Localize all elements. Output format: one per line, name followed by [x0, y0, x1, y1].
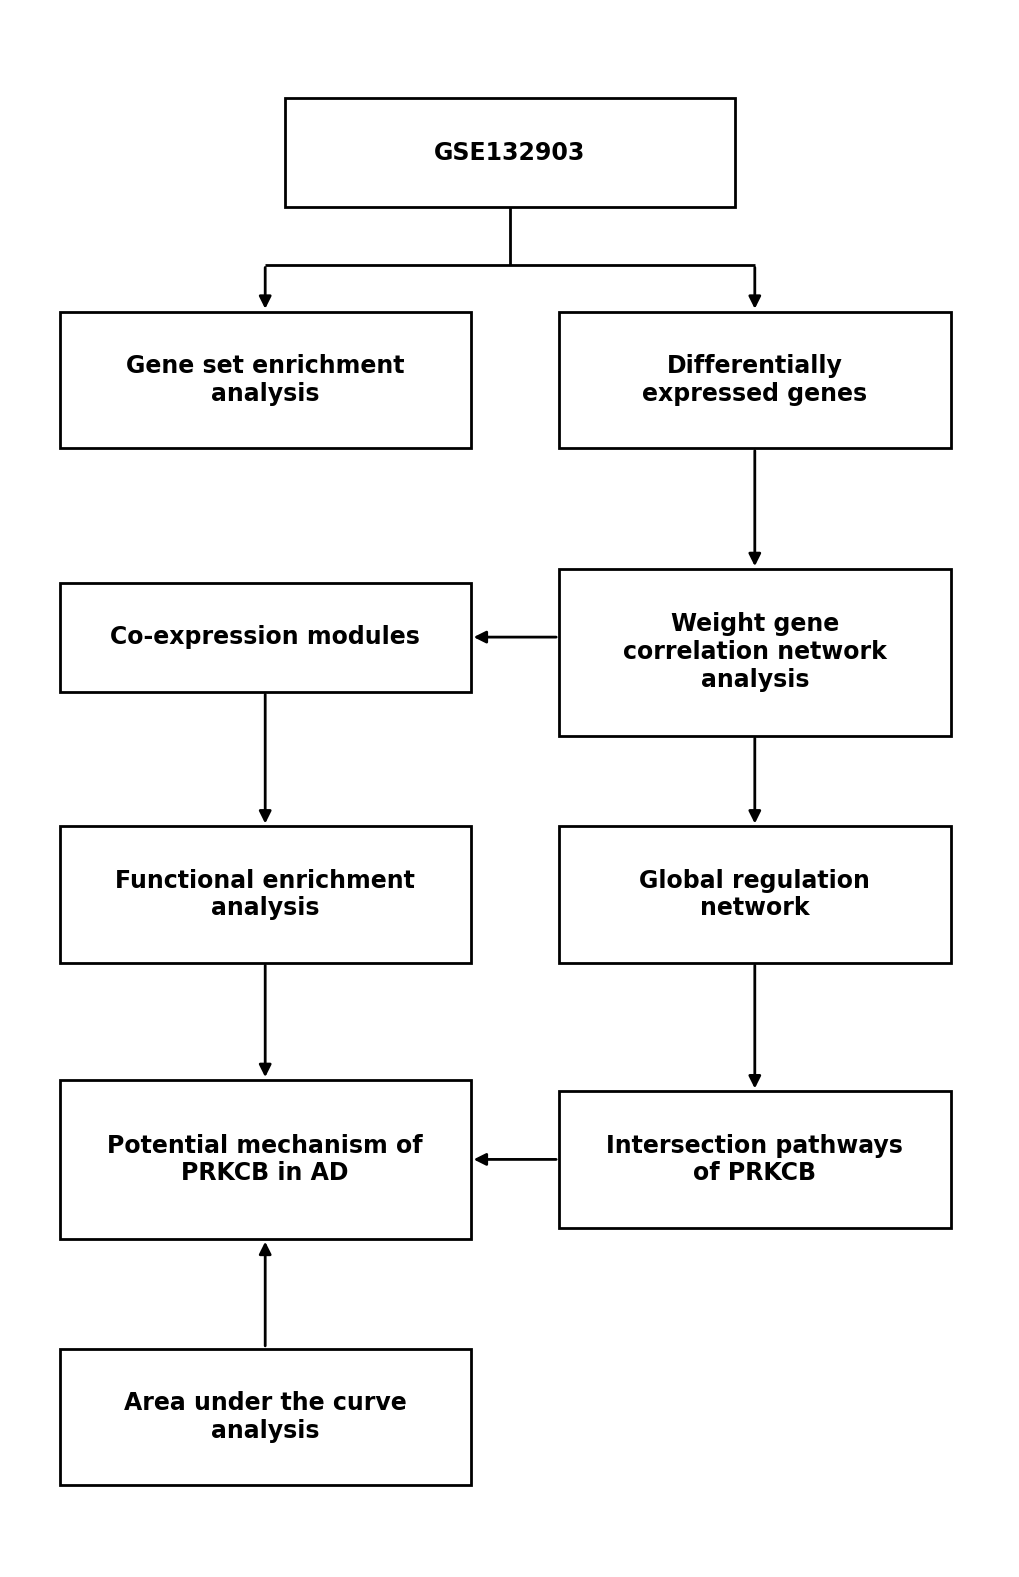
Text: Global regulation
network: Global regulation network [639, 869, 869, 921]
Text: Differentially
expressed genes: Differentially expressed genes [642, 353, 866, 405]
Bar [59, 582, 471, 692]
Bar [59, 826, 471, 962]
Text: Gene set enrichment
analysis: Gene set enrichment analysis [125, 353, 405, 405]
Text: Functional enrichment
analysis: Functional enrichment analysis [115, 869, 415, 921]
Text: Area under the curve
analysis: Area under the curve analysis [123, 1391, 407, 1443]
Text: Potential mechanism of
PRKCB in AD: Potential mechanism of PRKCB in AD [107, 1134, 423, 1186]
Bar [59, 1080, 471, 1240]
Bar [558, 1091, 950, 1227]
Bar [558, 569, 950, 735]
Text: Co-expression modules: Co-expression modules [110, 624, 420, 650]
Bar [59, 312, 471, 448]
Text: Intersection pathways
of PRKCB: Intersection pathways of PRKCB [605, 1134, 903, 1186]
Bar [284, 98, 735, 207]
Bar [558, 312, 950, 448]
Text: GSE132903: GSE132903 [434, 140, 585, 164]
Bar [558, 826, 950, 962]
Text: Weight gene
correlation network
analysis: Weight gene correlation network analysis [623, 612, 886, 692]
Bar [59, 1348, 471, 1486]
